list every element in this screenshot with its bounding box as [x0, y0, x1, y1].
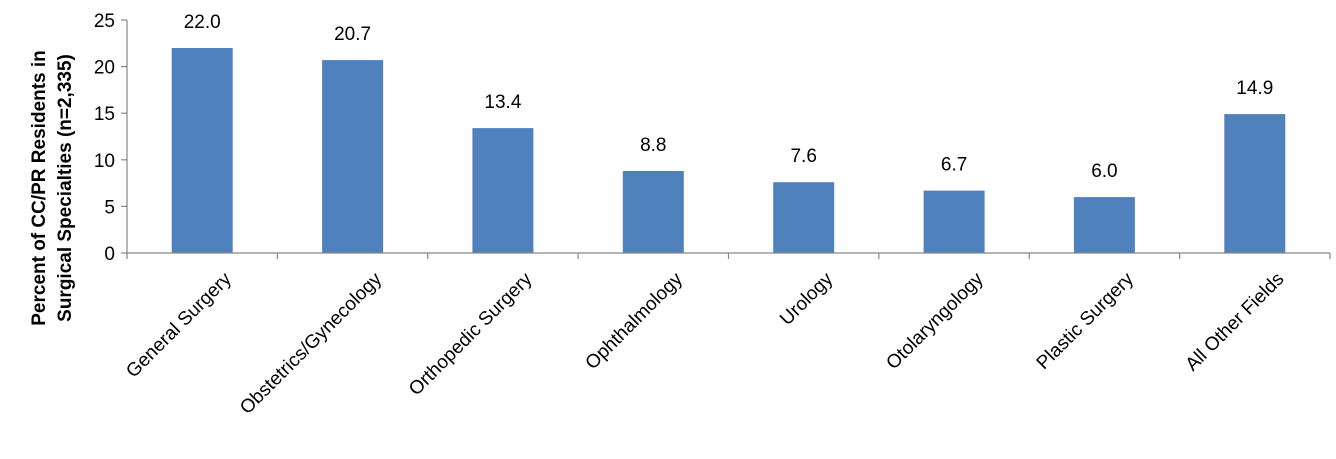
- y-tick-label-10: 10: [94, 151, 115, 172]
- x-category-label-7: Plastic Surgery: [1033, 268, 1139, 374]
- data-label-1: 22.0: [184, 12, 221, 33]
- bar-1: [171, 48, 233, 253]
- x-category-label-2: Obstetrics/Gynecology: [236, 268, 386, 418]
- x-category-label-1: General Surgery: [122, 268, 236, 382]
- y-axis-title: Percent of CC/PR Residents in Surgical S…: [29, 50, 76, 326]
- y-tick-label-0: 0: [104, 244, 115, 265]
- x-category-label-5: Urology: [776, 268, 837, 329]
- data-label-7: 6.0: [1091, 161, 1117, 182]
- x-category-label-4: Ophthalmology: [582, 268, 688, 374]
- data-label-4: 8.8: [640, 135, 666, 156]
- bar-7: [1073, 197, 1135, 253]
- data-label-5: 7.6: [790, 146, 816, 167]
- bar-4: [622, 171, 684, 253]
- x-category-label-6: Otolaryngology: [882, 268, 988, 374]
- data-label-2: 20.7: [334, 24, 371, 45]
- y-tick-label-25: 25: [94, 11, 115, 32]
- x-category-label-8: All Other Fields: [1182, 269, 1289, 376]
- data-label-6: 6.7: [941, 155, 967, 176]
- bar-6: [923, 190, 985, 253]
- bar-2: [322, 60, 384, 253]
- data-labels-group: 22.0 20.7 13.4 8.8 7.6 6.7 6.0 14.9: [184, 12, 1274, 182]
- bar-3: [472, 128, 534, 253]
- bar-5: [773, 182, 835, 253]
- y-axis-title-line-2: Surgical Specialties (n=2,335): [55, 54, 76, 322]
- data-label-3: 13.4: [484, 92, 521, 113]
- y-tick-label-20: 20: [94, 58, 115, 79]
- bar-8: [1224, 114, 1286, 253]
- y-tick-labels-group: 0 5 10 15 20 25: [94, 11, 115, 265]
- x-tick-labels-group: General Surgery Obstetrics/Gynecology Orth…: [122, 268, 1288, 418]
- x-category-label-3: Orthopedic Surgery: [405, 268, 537, 400]
- axes-group: [121, 19, 1331, 259]
- bars-group: [171, 48, 1286, 253]
- y-axis-title-line-1: Percent of CC/PR Residents in: [29, 50, 50, 326]
- y-tick-label-5: 5: [104, 197, 115, 218]
- y-tick-label-15: 15: [94, 104, 115, 125]
- data-label-8: 14.9: [1236, 78, 1273, 99]
